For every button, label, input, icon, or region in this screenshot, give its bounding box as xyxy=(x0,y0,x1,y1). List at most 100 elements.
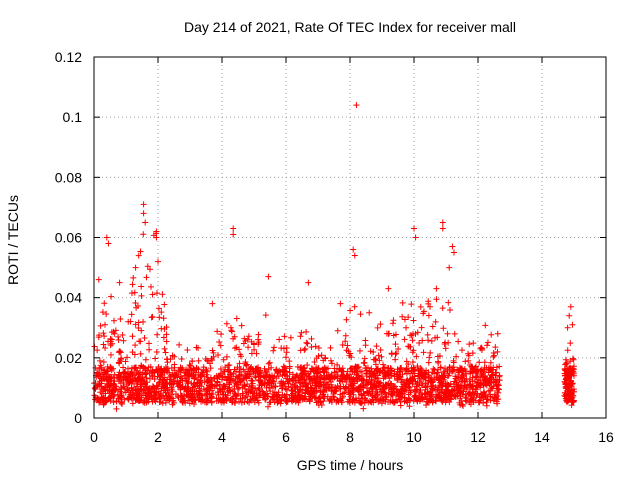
data-point xyxy=(443,389,450,396)
data-point xyxy=(116,357,123,364)
data-point xyxy=(195,345,202,352)
data-point xyxy=(330,393,337,400)
data-point xyxy=(100,401,107,408)
data-point xyxy=(142,356,149,363)
data-point xyxy=(133,364,140,371)
data-point xyxy=(439,219,446,226)
data-point xyxy=(483,364,490,371)
data-point xyxy=(96,399,103,406)
data-point xyxy=(328,360,335,367)
data-point xyxy=(439,305,446,312)
data-point xyxy=(163,379,170,386)
data-point xyxy=(278,345,285,352)
data-point xyxy=(419,337,426,344)
data-point xyxy=(228,328,235,335)
data-point xyxy=(427,349,434,356)
data-point xyxy=(248,350,255,357)
data-point xyxy=(248,387,255,394)
data-point xyxy=(422,391,429,398)
data-point xyxy=(138,283,145,290)
data-point xyxy=(189,358,196,365)
data-point xyxy=(273,366,280,373)
data-point xyxy=(198,397,205,404)
data-point xyxy=(232,391,239,398)
data-point xyxy=(488,384,495,391)
data-point xyxy=(143,392,150,399)
data-point xyxy=(458,374,465,381)
data-point xyxy=(449,388,456,395)
data-point xyxy=(209,347,216,354)
data-point xyxy=(156,399,163,406)
data-point xyxy=(234,374,241,381)
data-point xyxy=(475,379,482,386)
data-point xyxy=(451,249,457,256)
data-point xyxy=(194,379,201,386)
data-point xyxy=(422,371,429,378)
data-point xyxy=(154,368,161,375)
data-point xyxy=(493,383,500,390)
data-point xyxy=(153,228,160,235)
data-point xyxy=(140,318,147,325)
data-point xyxy=(448,387,455,394)
data-point xyxy=(126,377,133,384)
data-point xyxy=(485,369,492,376)
data-point xyxy=(438,372,445,379)
data-point xyxy=(103,234,110,241)
data-point xyxy=(334,372,341,379)
data-point xyxy=(392,331,399,338)
data-point xyxy=(151,395,158,402)
data-point xyxy=(315,365,322,372)
data-point xyxy=(460,402,467,409)
data-point xyxy=(130,274,137,281)
data-point xyxy=(92,386,99,393)
data-point xyxy=(215,351,222,358)
data-point xyxy=(135,324,142,331)
data-point xyxy=(347,307,354,314)
data-point xyxy=(311,377,318,384)
data-point xyxy=(253,365,260,372)
data-point xyxy=(101,300,108,307)
data-point xyxy=(148,394,155,401)
data-point xyxy=(100,395,107,402)
data-point xyxy=(263,384,270,391)
data-point xyxy=(468,396,475,403)
data-point xyxy=(455,338,462,345)
data-point xyxy=(255,392,262,399)
data-point xyxy=(295,392,302,399)
data-point xyxy=(129,333,136,340)
data-point xyxy=(424,383,431,390)
data-point xyxy=(385,330,392,337)
data-point xyxy=(462,391,469,398)
data-point xyxy=(262,312,269,319)
data-point xyxy=(213,373,220,380)
data-point xyxy=(436,353,443,360)
data-point xyxy=(245,333,252,340)
data-point xyxy=(418,324,425,331)
data-point xyxy=(185,393,192,400)
data-point xyxy=(165,389,172,396)
data-point xyxy=(562,356,569,363)
data-point xyxy=(323,373,330,380)
data-point xyxy=(124,354,131,361)
data-point xyxy=(301,346,308,353)
data-point xyxy=(472,366,479,373)
data-point xyxy=(115,333,122,340)
data-point xyxy=(216,338,223,345)
data-point xyxy=(347,365,354,372)
data-point xyxy=(463,395,470,402)
data-point xyxy=(154,331,161,338)
data-point xyxy=(428,375,435,382)
data-point xyxy=(184,385,191,392)
data-point xyxy=(410,330,417,337)
data-point xyxy=(485,388,492,395)
data-point xyxy=(310,374,317,381)
data-point xyxy=(120,383,127,390)
data-point xyxy=(285,383,292,390)
data-point xyxy=(493,396,500,403)
data-point xyxy=(98,365,105,372)
data-point xyxy=(158,325,165,332)
data-point xyxy=(465,352,472,359)
data-point xyxy=(439,386,446,393)
data-point xyxy=(298,329,305,336)
data-point xyxy=(418,368,425,375)
